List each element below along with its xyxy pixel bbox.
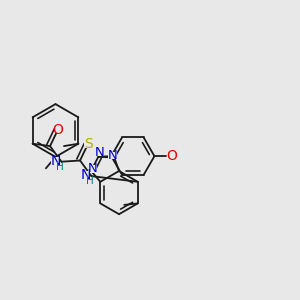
Bar	[54, 126, 63, 133]
Bar	[84, 140, 93, 148]
Text: S: S	[84, 137, 92, 151]
Text: N: N	[50, 154, 61, 167]
Text: N: N	[88, 162, 98, 175]
Text: H: H	[56, 161, 64, 172]
Text: O: O	[167, 149, 177, 163]
Text: N: N	[108, 149, 117, 162]
Text: N: N	[80, 168, 91, 182]
Text: N: N	[94, 146, 104, 159]
Bar	[88, 165, 98, 172]
Bar	[81, 171, 90, 179]
Bar	[167, 152, 176, 160]
Text: O: O	[53, 123, 64, 136]
Bar	[95, 149, 104, 156]
Bar	[108, 152, 117, 159]
Bar	[51, 157, 60, 164]
Text: H: H	[86, 176, 94, 186]
